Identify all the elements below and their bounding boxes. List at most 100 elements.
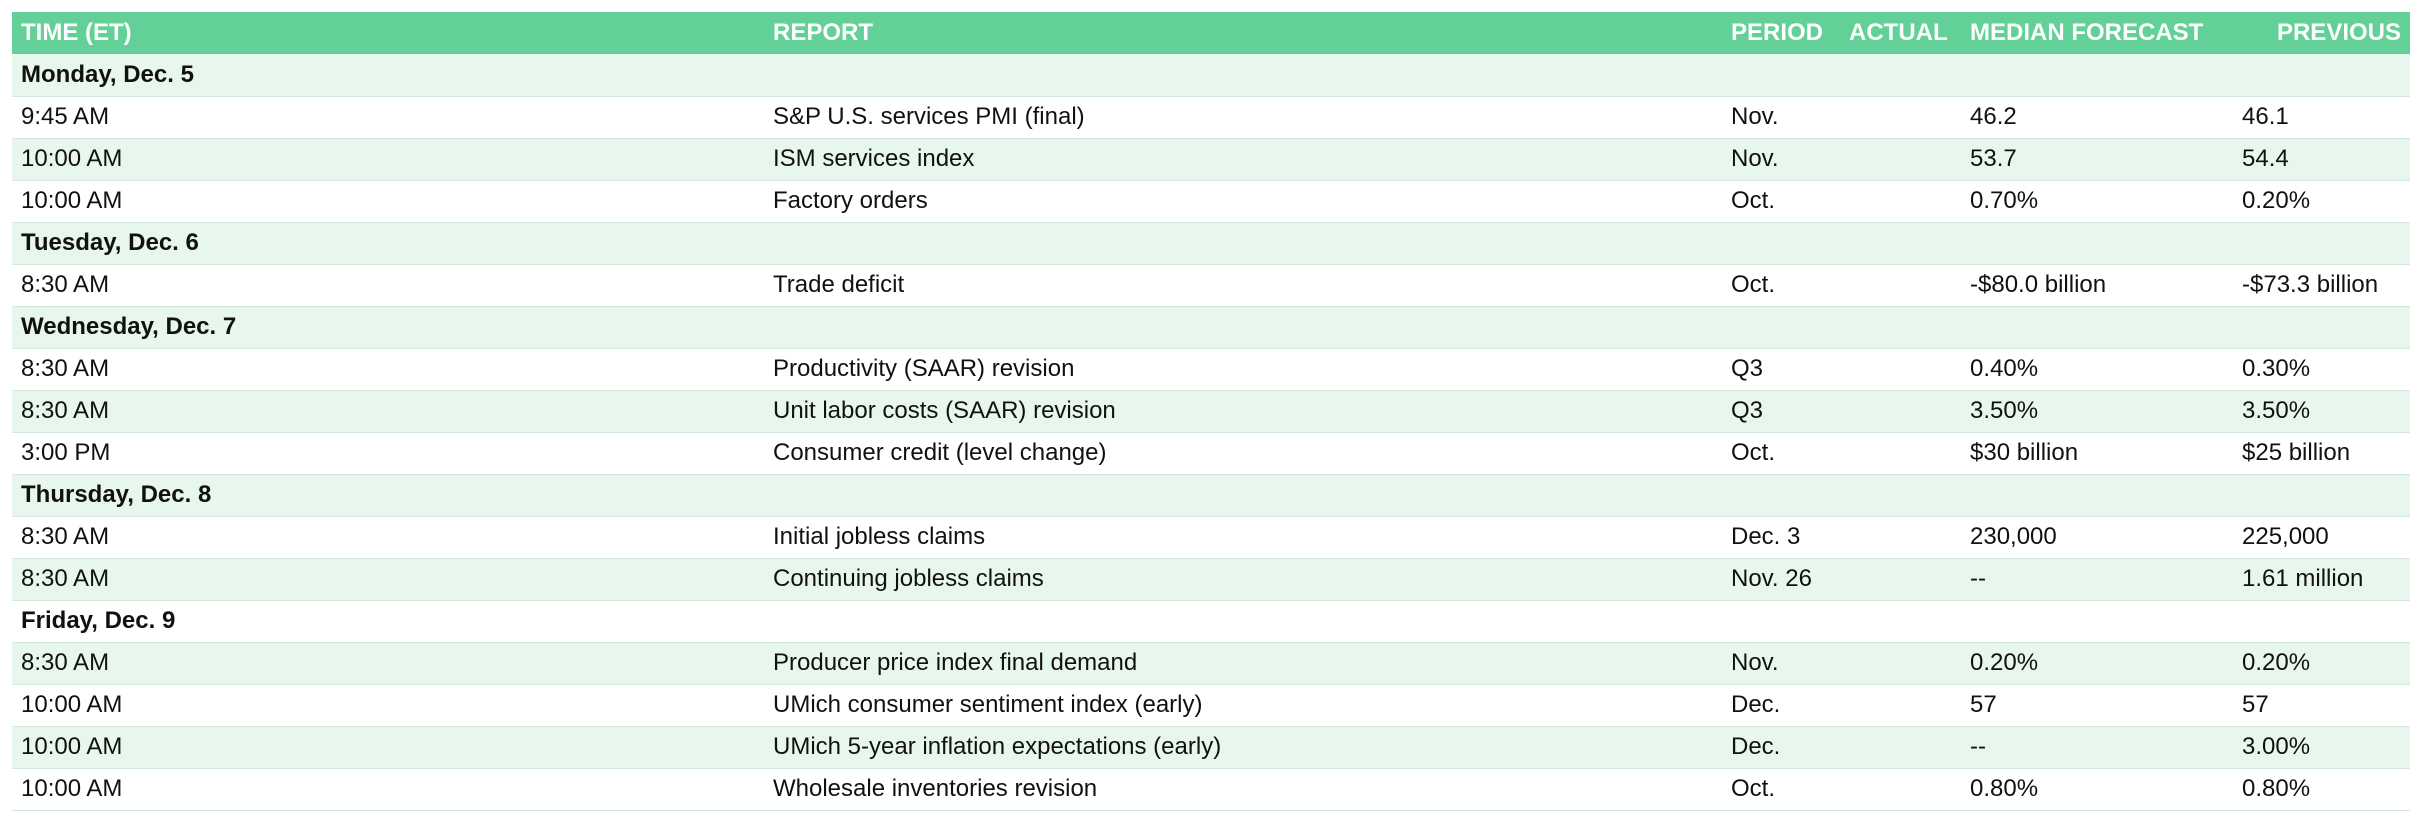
cell-actual	[1840, 390, 1961, 432]
economic-calendar: TIME (ET) REPORT PERIOD ACTUAL MEDIAN FO…	[12, 12, 2410, 811]
day-label: Friday, Dec. 9	[21, 607, 176, 634]
cell-previous: 57	[2242, 691, 2269, 718]
cell-report: Productivity (SAAR) revision	[773, 355, 1075, 382]
cell-report: Continuing jobless claims	[773, 565, 1044, 592]
cell-period: Oct.	[1731, 187, 1776, 214]
cell-forecast: 53.7	[1970, 145, 2017, 172]
day-label: Tuesday, Dec. 6	[21, 229, 199, 256]
cell-report: Consumer credit (level change)	[773, 439, 1107, 466]
cell-actual	[1840, 96, 1961, 138]
cell-actual	[1840, 348, 1961, 390]
table-row: 10:00 AM UMich 5-year inflation expectati…	[12, 726, 2410, 768]
cell-period: Q3	[1731, 355, 1764, 382]
cell-time: 10:00 AM	[21, 775, 123, 802]
cell-period: Q3	[1731, 397, 1764, 424]
cell-report: Wholesale inventories revision	[773, 775, 1098, 802]
cell-actual	[1840, 768, 1961, 810]
cell-period: Dec.	[1731, 733, 1781, 760]
cell-previous: 0.20%	[2242, 649, 2311, 676]
day-header-row: Friday, Dec. 9	[12, 600, 2410, 642]
cell-report: Unit labor costs (SAAR) revision	[773, 397, 1116, 424]
day-header-row: Tuesday, Dec. 6	[12, 222, 2410, 264]
cell-forecast: -$80.0 billion	[1970, 271, 2107, 298]
cell-forecast: --	[1970, 565, 1986, 592]
cell-actual	[1840, 684, 1961, 726]
cell-previous: $25 billion	[2242, 439, 2351, 466]
table-row: 10:00 AM UMich consumer sentiment index (…	[12, 684, 2410, 726]
day-header-row: Wednesday, Dec. 7	[12, 306, 2410, 348]
header-row: TIME (ET) REPORT PERIOD ACTUAL MEDIAN FO…	[12, 12, 2410, 54]
cell-forecast: --	[1970, 733, 1986, 760]
cell-forecast: 230,000	[1970, 523, 2057, 550]
cell-forecast: 0.70%	[1970, 187, 2039, 214]
cell-report: Producer price index final demand	[773, 649, 1138, 676]
cell-period: Nov.	[1731, 649, 1779, 676]
cell-forecast: 57	[1970, 691, 1997, 718]
table-row: 10:00 AM Wholesale inventories revision Oc…	[12, 768, 2410, 810]
day-header-row: Thursday, Dec. 8	[12, 474, 2410, 516]
cell-period: Oct.	[1731, 271, 1776, 298]
day-label: Wednesday, Dec. 7	[21, 313, 237, 340]
table-row: 10:00 AM ISM services index Nov. 53.7 54.4	[12, 138, 2410, 180]
cell-forecast: 46.2	[1970, 103, 2017, 130]
cell-time: 8:30 AM	[21, 271, 110, 298]
cell-time: 9:45 AM	[21, 103, 110, 130]
table-row: 10:00 AM Factory orders Oct. 0.70% 0.20%	[12, 180, 2410, 222]
table-row: 3:00 PM Consumer credit (level change) Oct…	[12, 432, 2410, 474]
cell-actual	[1840, 642, 1961, 684]
cell-report: UMich 5-year inflation expectations (ear…	[773, 733, 1222, 760]
cell-time: 10:00 AM	[21, 733, 123, 760]
cell-period: Dec. 3	[1731, 523, 1801, 550]
header-previous: PREVIOUS	[2276, 19, 2401, 46]
cell-previous: -$73.3 billion	[2242, 271, 2379, 298]
cell-period: Oct.	[1731, 775, 1776, 802]
table-row: 8:30 AM Trade deficit Oct. -$80.0 billion -$…	[12, 264, 2410, 306]
table-body: Monday, Dec. 5 9:45 AM S&P U.S. services P…	[12, 54, 2410, 810]
cell-period: Nov.	[1731, 103, 1779, 130]
cell-time: 8:30 AM	[21, 649, 110, 676]
day-label: Thursday, Dec. 8	[21, 481, 212, 508]
cell-forecast: 3.50%	[1970, 397, 2039, 424]
cell-previous: 54.4	[2242, 145, 2289, 172]
cell-actual	[1840, 558, 1961, 600]
cell-time: 10:00 AM	[21, 691, 123, 718]
cell-previous: 0.80%	[2242, 775, 2311, 802]
cell-period: Nov.	[1731, 145, 1779, 172]
table-row: 8:30 AM Continuing jobless claims Nov. 26 -…	[12, 558, 2410, 600]
cell-forecast: 0.80%	[1970, 775, 2039, 802]
cell-forecast: 0.20%	[1970, 649, 2039, 676]
cell-actual	[1840, 138, 1961, 180]
economic-calendar-table: TIME (ET) REPORT PERIOD ACTUAL MEDIAN FO…	[12, 12, 2410, 811]
table-row: 8:30 AM Initial jobless claims Dec. 3 230,0…	[12, 516, 2410, 558]
header-time: TIME (ET)	[21, 19, 132, 46]
cell-report: S&P U.S. services PMI (final)	[773, 103, 1085, 130]
cell-previous: 0.30%	[2242, 355, 2311, 382]
cell-previous: 225,000	[2242, 523, 2329, 550]
cell-report: Trade deficit	[773, 271, 905, 298]
cell-forecast: 0.40%	[1970, 355, 2039, 382]
cell-report: Initial jobless claims	[773, 523, 986, 550]
cell-time: 3:00 PM	[21, 439, 111, 466]
cell-actual	[1840, 516, 1961, 558]
cell-time: 10:00 AM	[21, 145, 123, 172]
table-row: 9:45 AM S&P U.S. services PMI (final) Nov.…	[12, 96, 2410, 138]
header-report: REPORT	[773, 19, 874, 46]
cell-time: 8:30 AM	[21, 397, 110, 424]
cell-time: 8:30 AM	[21, 355, 110, 382]
day-label: Monday, Dec. 5	[21, 60, 194, 88]
cell-forecast: $30 billion	[1970, 439, 2079, 466]
cell-report: Factory orders	[773, 187, 928, 214]
cell-time: 8:30 AM	[21, 523, 110, 550]
cell-time: 10:00 AM	[21, 187, 123, 214]
cell-period: Nov. 26	[1731, 565, 1812, 592]
cell-actual	[1840, 180, 1961, 222]
table-row: 8:30 AM Producer price index final demand…	[12, 642, 2410, 684]
cell-period: Oct.	[1731, 439, 1776, 466]
cell-report: ISM services index	[773, 145, 975, 172]
table-header: TIME (ET) REPORT PERIOD ACTUAL MEDIAN FO…	[12, 12, 2410, 54]
table-row: 8:30 AM Productivity (SAAR) revision Q3 0.4…	[12, 348, 2410, 390]
cell-time: 8:30 AM	[21, 565, 110, 592]
cell-actual	[1840, 432, 1961, 474]
header-period: PERIOD	[1731, 19, 1824, 46]
cell-previous: 46.1	[2242, 103, 2289, 130]
